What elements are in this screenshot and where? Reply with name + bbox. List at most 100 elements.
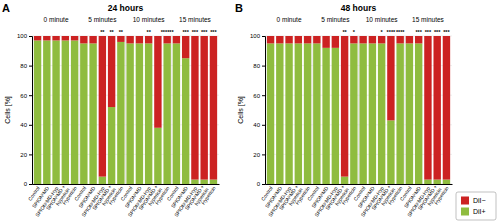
bar — [99, 177, 106, 184]
y-tick-label: 100 — [250, 33, 261, 39]
y-tick-mark — [29, 95, 32, 96]
y-axis-label: Cells [%] — [4, 96, 12, 124]
legend-item: DiI− — [461, 197, 486, 205]
panel-label: A — [2, 2, 10, 14]
y-tick-mark — [262, 36, 265, 37]
group-label: 5 minutes — [321, 16, 350, 23]
x-tick-label: Hypericin — [200, 185, 217, 206]
group-divider — [171, 36, 172, 184]
significance-stars: *** — [434, 29, 441, 35]
bar — [108, 36, 115, 107]
bar — [52, 36, 59, 40]
significance-stars: * — [353, 29, 356, 35]
bar — [396, 43, 403, 184]
marks — [34, 36, 217, 184]
significance-stars: *** — [201, 29, 208, 35]
bar — [182, 36, 189, 58]
panel-title: 48 hours — [341, 3, 377, 13]
significance-stars: ** — [342, 29, 347, 35]
y-tick-label: 20 — [253, 152, 260, 158]
grid — [32, 36, 219, 184]
bar-series — [34, 36, 217, 180]
bar — [295, 43, 302, 184]
group-divider — [79, 36, 80, 184]
y-tick: 60 — [20, 93, 32, 99]
y-axis-line — [262, 37, 266, 185]
bar — [71, 40, 78, 184]
significance-stars: **** — [396, 29, 405, 35]
bar — [341, 36, 348, 177]
group-divider — [404, 36, 405, 184]
chart-container: ControlSPIONᶜMDSPIONᶜMD-HypSPIONᶜMD +hyp… — [0, 0, 500, 224]
bar — [117, 42, 124, 184]
legend-label: DiI− — [473, 197, 486, 204]
significance-stars: ** — [109, 29, 114, 35]
bar — [80, 36, 87, 43]
panel: ControlSPIONᶜMDSPIONᶜMD-HypSPIONᶜMD +hyp… — [2, 2, 220, 218]
annotations: B0 minute5 minutes10 minutes15 minutes**… — [235, 2, 451, 35]
y-tick-mark — [262, 66, 265, 67]
legend-swatch — [461, 197, 469, 205]
y-axis: 020406080100 — [250, 33, 266, 187]
significance-stars: ** — [147, 29, 152, 35]
bar — [396, 36, 403, 43]
bar-series — [267, 36, 450, 180]
bar — [89, 43, 96, 184]
significance-stars: **** — [387, 29, 396, 35]
y-tick-label: 80 — [253, 63, 260, 69]
marks — [267, 36, 450, 184]
bar — [304, 36, 311, 43]
x-axis: ControlSPIONᶜMDSPIONᶜMD-HypSPIONᶜMD +hyp… — [27, 183, 220, 217]
bar — [267, 43, 274, 184]
significance-stars: *** — [425, 29, 432, 35]
bar — [108, 107, 115, 184]
grid — [265, 36, 452, 184]
group-dividers — [312, 36, 405, 184]
bar — [173, 36, 180, 43]
significance-stars: *** — [192, 29, 199, 35]
bar — [191, 180, 198, 184]
x-tick: Hypericin — [433, 185, 450, 206]
bar — [200, 36, 207, 180]
y-tick-label: 80 — [20, 63, 27, 69]
y-tick: 80 — [20, 63, 32, 69]
group-label: 15 minutes — [179, 16, 212, 23]
bar — [43, 40, 50, 184]
bar — [424, 180, 431, 184]
bar — [359, 36, 366, 43]
bar — [43, 36, 50, 40]
bar — [210, 180, 217, 184]
y-tick-label: 0 — [24, 181, 28, 187]
bar — [415, 43, 422, 184]
bar — [359, 43, 366, 184]
bar — [332, 36, 339, 48]
bar — [322, 48, 329, 184]
bar — [276, 43, 283, 184]
bar — [52, 40, 59, 184]
bar — [210, 36, 217, 180]
significance-stars: *** — [415, 29, 422, 35]
group-label: 15 minutes — [412, 16, 445, 23]
y-tick-label: 20 — [20, 152, 27, 158]
significance-stars: ** — [119, 29, 124, 35]
bar-series — [267, 43, 450, 184]
bar — [387, 36, 394, 120]
bar — [304, 43, 311, 184]
bar — [433, 36, 440, 180]
bar — [415, 36, 422, 43]
bar — [34, 36, 41, 40]
y-tick-mark — [29, 154, 32, 155]
bar — [154, 128, 161, 184]
y-tick-label: 60 — [20, 93, 27, 99]
significance-stars: ** — [100, 29, 105, 35]
y-tick-label: 40 — [253, 122, 260, 128]
panel-title: 24 hours — [108, 3, 144, 13]
y-tick-mark — [29, 184, 32, 185]
bar — [350, 36, 357, 43]
bar — [267, 36, 274, 43]
bar — [378, 43, 385, 184]
bar — [89, 36, 96, 43]
bar — [145, 36, 152, 43]
y-tick: 40 — [253, 122, 265, 128]
bar — [322, 36, 329, 48]
